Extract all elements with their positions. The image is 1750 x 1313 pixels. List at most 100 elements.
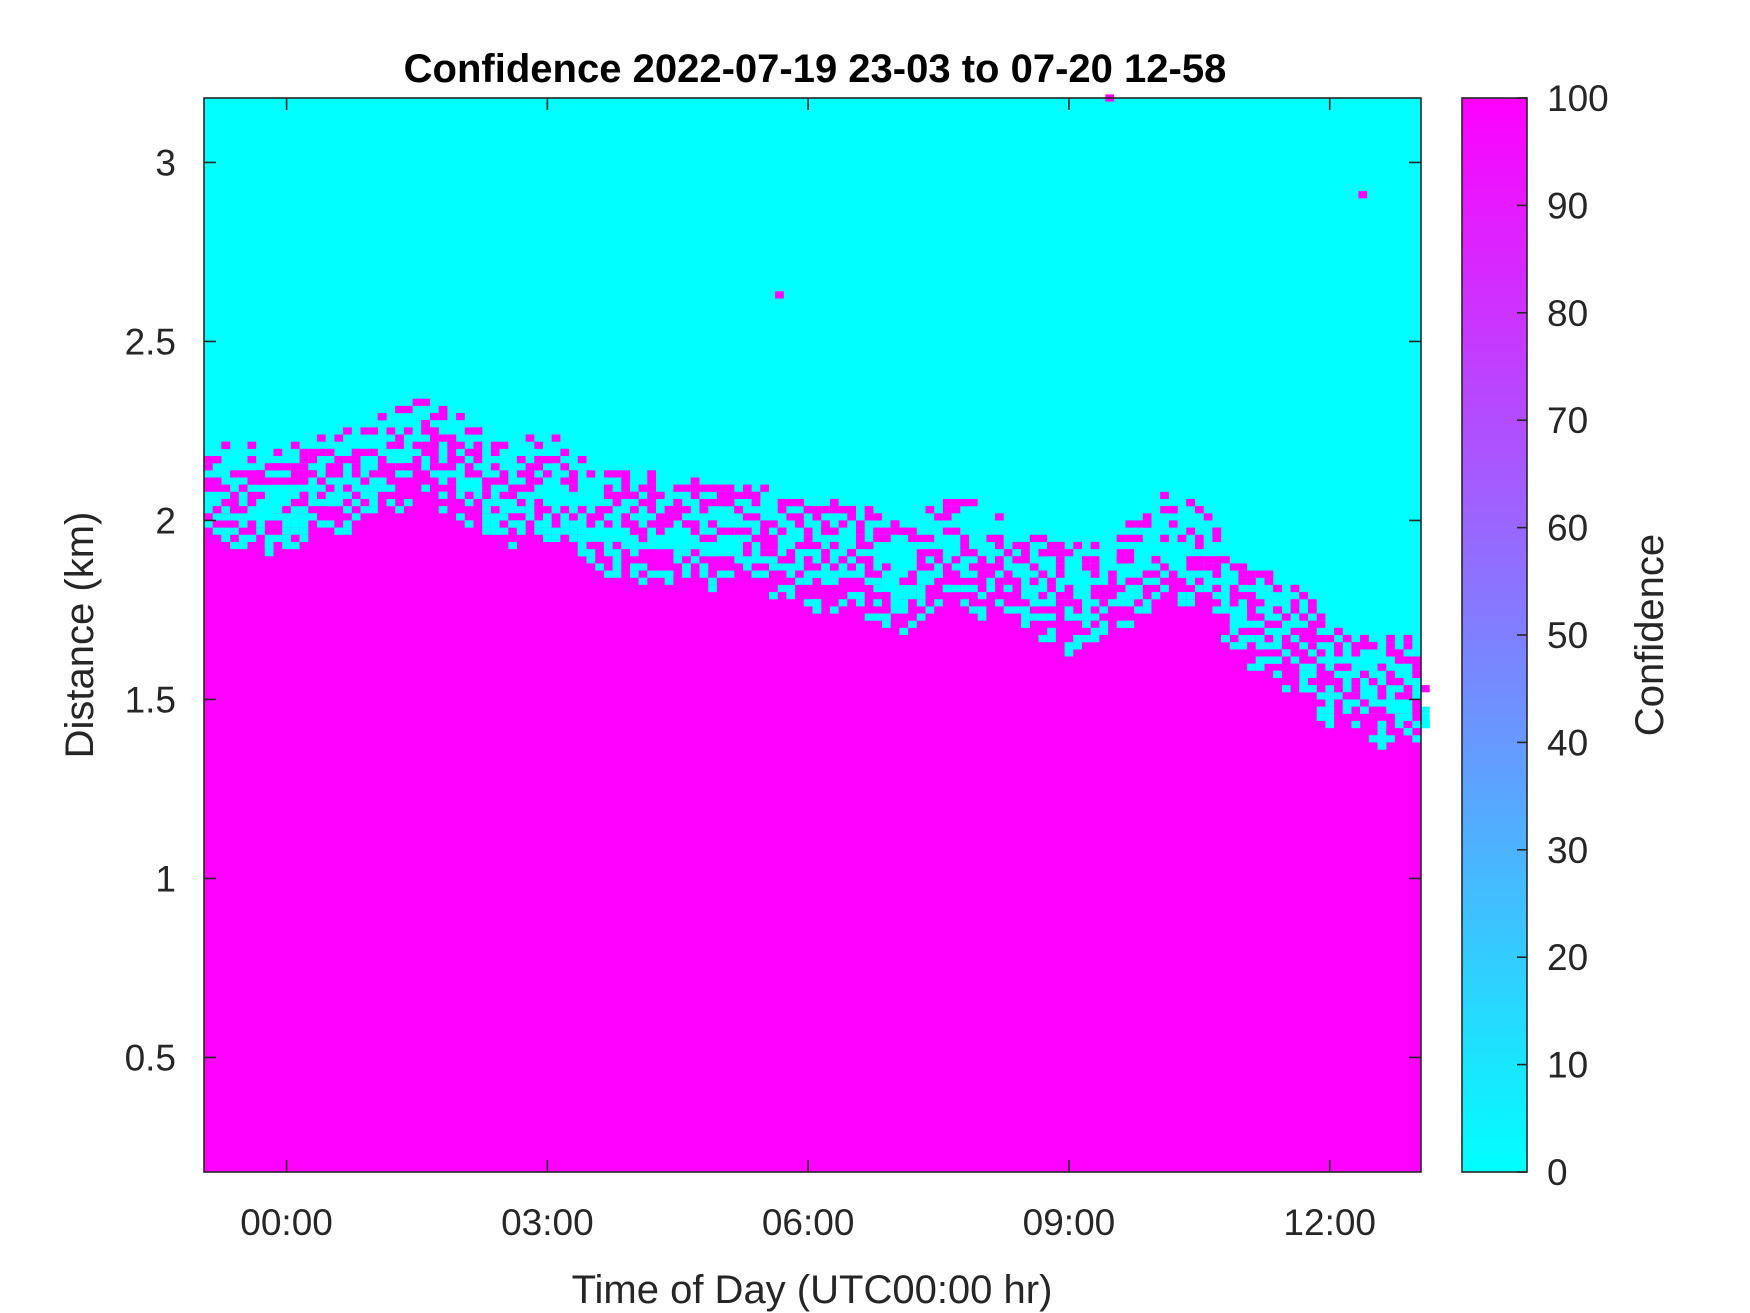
heatmap-cell: [1264, 635, 1274, 643]
heatmap-cell: [690, 541, 700, 550]
heatmap-cell: [682, 570, 691, 578]
heatmap-cell: [1221, 599, 1230, 607]
heatmap-cell: [290, 541, 300, 550]
heatmap-cell: [1368, 706, 1378, 714]
heatmap-cell: [1316, 678, 1326, 686]
heatmap-cell: [290, 527, 300, 535]
heatmap-cell: [438, 463, 448, 471]
heatmap-cell: [1299, 685, 1308, 693]
heatmap-cell: [1377, 663, 1387, 671]
heatmap-cell: [1316, 663, 1326, 671]
heatmap-cell: [351, 499, 361, 507]
heatmap-cell: [1360, 706, 1369, 714]
heatmap-cell: [238, 484, 248, 492]
heatmap-cell: [960, 549, 969, 557]
heatmap-cell: [204, 477, 213, 485]
heatmap-cell: [1203, 563, 1213, 571]
heatmap-cell: [290, 463, 300, 471]
heatmap-cell: [995, 541, 1004, 550]
heatmap-cell: [586, 470, 596, 478]
heatmap-cell: [934, 549, 943, 557]
heatmap-cell: [1160, 534, 1169, 542]
heatmap-cell: [664, 520, 674, 528]
heatmap-cell: [273, 534, 283, 542]
heatmap-cell: [343, 520, 352, 528]
heatmap-cell: [1142, 606, 1152, 614]
heatmap-cell: [638, 484, 648, 492]
heatmap-cell: [1342, 706, 1352, 714]
heatmap-cell: [743, 549, 752, 557]
heatmap-cell: [656, 541, 665, 550]
heatmap-cell: [951, 499, 961, 507]
heatmap-cell: [1090, 592, 1100, 600]
heatmap-cell: [969, 549, 978, 557]
heatmap-cell: [612, 563, 622, 571]
heatmap-cell: [290, 499, 300, 507]
heatmap-cell: [882, 563, 891, 571]
heatmap-cell: [351, 463, 361, 471]
heatmap-cell: [586, 549, 596, 557]
heatmap-cell: [899, 606, 909, 614]
heatmap-cell: [238, 541, 248, 550]
heatmap-cell: [1229, 642, 1239, 650]
heatmap-cell: [1108, 577, 1117, 585]
heatmap-cell: [716, 499, 726, 507]
heatmap-cell: [421, 448, 430, 456]
heatmap-cell: [682, 563, 691, 571]
heatmap-cell: [1238, 570, 1248, 578]
heatmap-cell: [1421, 706, 1430, 714]
heatmap-cell: [1073, 635, 1082, 643]
heatmap-cell: [1299, 656, 1308, 664]
heatmap-cell: [969, 563, 978, 571]
heatmap-cell: [1099, 592, 1109, 600]
heatmap-cell: [1212, 556, 1222, 564]
heatmap-cell: [438, 477, 448, 485]
heatmap-cell: [786, 513, 796, 521]
heatmap-cell: [1229, 592, 1239, 600]
heatmap-cell: [1038, 592, 1048, 600]
heatmap-cell: [977, 606, 987, 614]
heatmap-cell: [873, 613, 882, 621]
heatmap-cell: [464, 448, 474, 456]
heatmap-cell: [1394, 649, 1404, 657]
heatmap-cell: [1325, 706, 1335, 714]
heatmap-cell: [308, 513, 317, 521]
heatmap-cell: [1047, 577, 1056, 585]
heatmap-cell: [630, 520, 639, 528]
heatmap-cell: [656, 491, 665, 499]
heatmap-cell: [551, 534, 561, 542]
heatmap-cell: [256, 527, 265, 535]
heatmap-cell: [960, 584, 969, 593]
heatmap-cell: [725, 527, 735, 535]
heatmap-cell: [1047, 635, 1056, 643]
heatmap-cell: [786, 499, 796, 507]
heatmap-cell: [569, 470, 578, 478]
heatmap-cell: [630, 563, 639, 571]
heatmap-cell: [1281, 649, 1291, 657]
heatmap-cell: [769, 541, 778, 550]
heatmap-cell: [621, 484, 630, 492]
heatmap-cell: [1238, 635, 1248, 643]
heatmap-cell: [1082, 635, 1091, 643]
heatmap-cell: [1325, 699, 1335, 707]
heatmap-cell: [829, 606, 839, 614]
y-tick-label: 3: [155, 142, 176, 183]
heatmap-cell: [1142, 513, 1152, 521]
heatmap-cell: [325, 499, 335, 507]
heatmap-cell: [534, 463, 543, 471]
heatmap-cell: [612, 470, 622, 478]
colorbar-tick-label: 30: [1547, 830, 1588, 871]
heatmap-cell: [847, 563, 856, 571]
heatmap-cell: [1351, 685, 1361, 693]
heatmap-cell: [473, 491, 483, 499]
heatmap-cell: [873, 570, 882, 578]
heatmap-cell: [725, 499, 735, 507]
heatmap-cell: [699, 499, 709, 507]
heatmap-cell: [656, 527, 665, 535]
heatmap-cell: [760, 520, 769, 528]
heatmap-cell: [230, 541, 239, 550]
heatmap-cell: [1134, 534, 1143, 542]
heatmap-cell: [1412, 735, 1421, 743]
heatmap-cell: [1212, 606, 1222, 614]
heatmap-cell: [656, 570, 665, 578]
